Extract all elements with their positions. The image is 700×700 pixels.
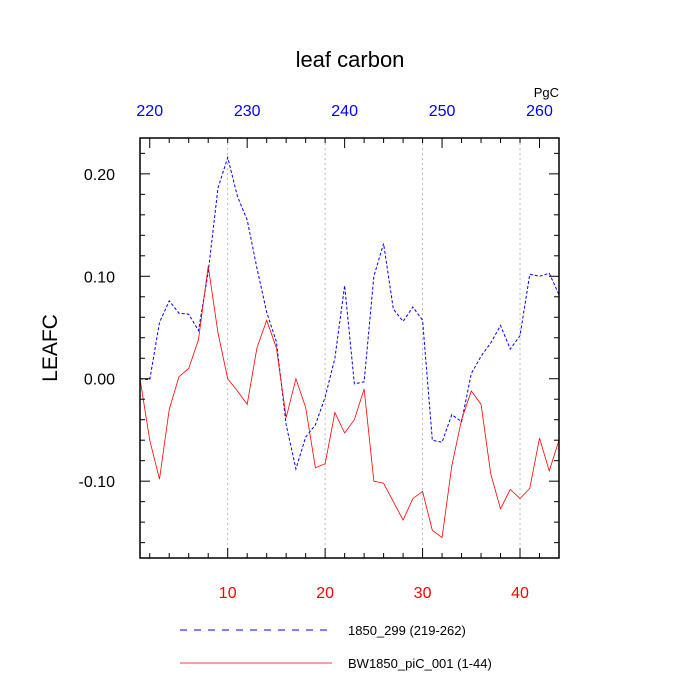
x-bottom-tick-label: 30	[414, 585, 432, 602]
plot-frame	[139, 137, 560, 559]
vertical-gridlines	[227, 138, 521, 558]
x-bottom-tick-label: 20	[316, 585, 334, 602]
y-axis-label: LEAFC	[39, 314, 62, 382]
chart-title: leaf carbon	[296, 47, 405, 72]
units-label: PgC	[534, 85, 559, 100]
x-top-tick-label: 250	[429, 103, 456, 120]
y-tick-label: 0.10	[84, 269, 115, 286]
y-tick-label: -0.10	[79, 474, 116, 491]
tick-labels: 10 20 30 40 220 230 240 250 260 0.20 0.10 0.00 -0.10	[79, 103, 553, 602]
legend-label-series-1: 1850_299 (219-262)	[348, 623, 466, 638]
series-line-1	[139, 155, 560, 471]
x-top-tick-label: 220	[136, 103, 163, 120]
x-bottom-tick-label: 40	[511, 585, 529, 602]
x-top-tick-label: 230	[234, 103, 261, 120]
series-line-2	[139, 265, 560, 539]
legend-label-series-2: BW1850_piC_001 (1-44)	[348, 656, 492, 671]
y-tick-label: 0.00	[84, 372, 115, 389]
x-top-tick-label: 260	[526, 103, 553, 120]
y-tick-label: 0.20	[84, 167, 115, 184]
x-top-tick-label: 240	[331, 103, 358, 120]
series-layer	[139, 155, 560, 539]
x-bottom-tick-label: 10	[219, 585, 237, 602]
axis-ticks	[140, 138, 560, 558]
legend: 1850_299 (219-262) BW1850_piC_001 (1-44)	[180, 623, 492, 671]
